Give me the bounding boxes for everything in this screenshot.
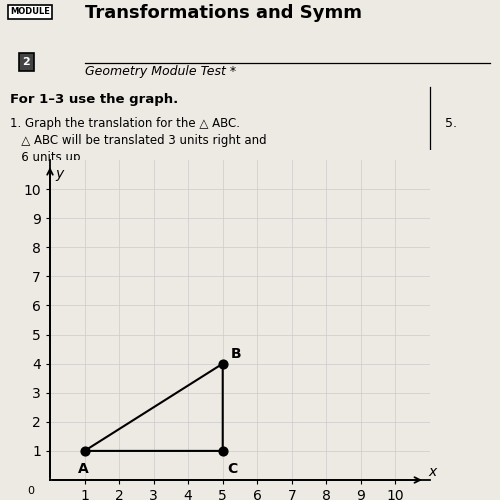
Text: MODULE: MODULE	[10, 8, 50, 16]
Text: y: y	[55, 168, 64, 181]
Text: Geometry Module Test *: Geometry Module Test *	[85, 64, 236, 78]
Text: Transformations and Symm: Transformations and Symm	[85, 4, 362, 22]
Text: 1. Graph the translation for the △ ABC.
   △ ABC will be translated 3 units righ: 1. Graph the translation for the △ ABC. …	[10, 117, 266, 164]
Text: x: x	[428, 464, 436, 478]
Point	[218, 360, 226, 368]
Text: B: B	[230, 346, 241, 360]
Text: 0: 0	[28, 486, 34, 496]
Text: 5.: 5.	[445, 117, 457, 130]
Text: For 1–3 use the graph.: For 1–3 use the graph.	[10, 93, 178, 106]
Text: C: C	[227, 462, 237, 476]
Point	[218, 447, 226, 455]
Text: 2: 2	[22, 57, 30, 67]
Point	[80, 447, 88, 455]
Text: A: A	[78, 462, 88, 476]
